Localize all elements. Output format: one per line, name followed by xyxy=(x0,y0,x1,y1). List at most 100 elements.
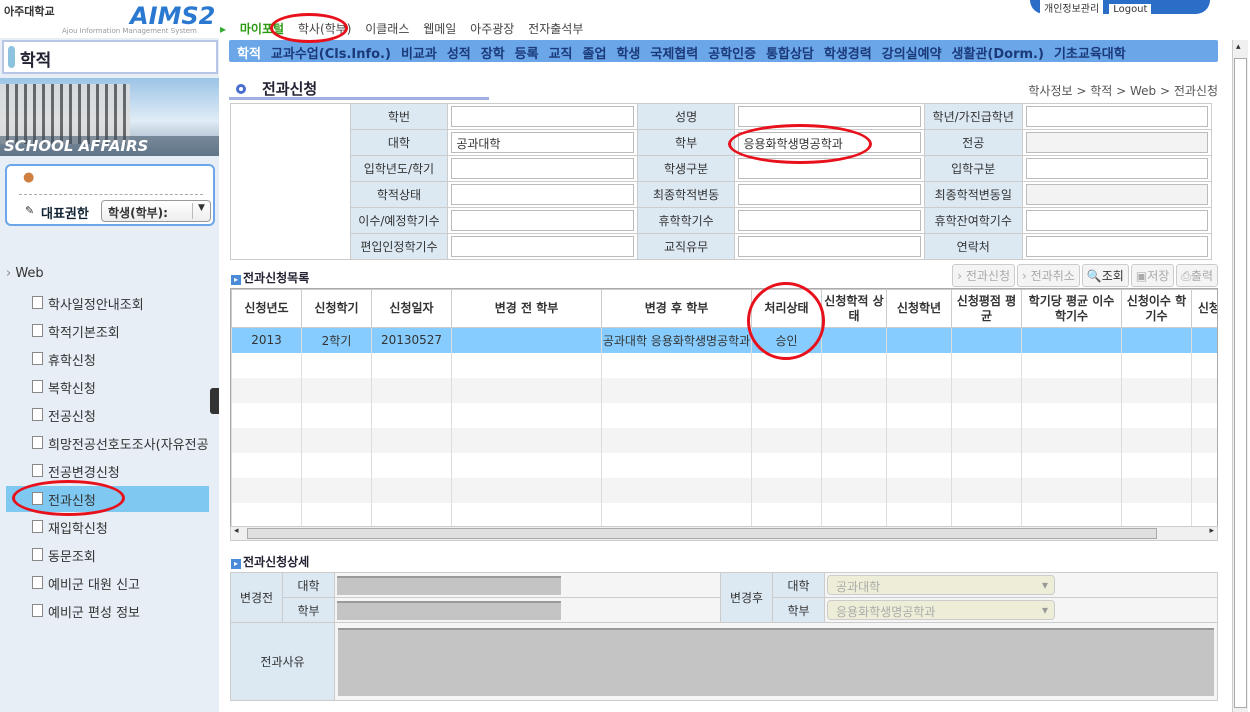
column-header[interactable]: 변경 전 학부 xyxy=(451,289,602,328)
table-row[interactable] xyxy=(231,477,1217,503)
table-cell xyxy=(951,327,1022,353)
menu-item[interactable]: 학생 xyxy=(616,47,641,62)
menu-item[interactable]: 공학인증 xyxy=(708,47,757,62)
column-header[interactable]: 학기당 평균 이수 학기수 xyxy=(1021,289,1122,328)
table-row[interactable] xyxy=(231,402,1217,428)
search-button[interactable]: 🔍조회 xyxy=(1081,264,1129,287)
menu-item[interactable]: 비교과 xyxy=(400,47,437,62)
column-header[interactable]: 신청평점 평균 xyxy=(951,289,1022,328)
info-field[interactable] xyxy=(738,158,921,179)
column-header[interactable]: 신청일자 xyxy=(371,289,452,328)
column-header[interactable]: 신청학년 xyxy=(886,289,952,328)
info-field[interactable] xyxy=(1025,132,1208,153)
table-row[interactable] xyxy=(231,352,1217,378)
menu-item[interactable]: 강의실예약 xyxy=(881,47,942,62)
sidebar-item[interactable]: 휴학신청 xyxy=(30,346,210,372)
sidebar-item[interactable]: 동문조회 xyxy=(30,542,210,568)
sidebar-item[interactable]: 전과신청 xyxy=(6,486,209,512)
info-field[interactable] xyxy=(738,184,921,205)
table-row[interactable] xyxy=(231,502,1217,528)
table-cell: 20130527 xyxy=(371,327,452,353)
vertical-scrollbar[interactable]: ▴ xyxy=(1232,40,1248,712)
column-header[interactable]: 변경 후 학부 xyxy=(601,289,752,328)
topnav-attendance[interactable]: 전자출석부 xyxy=(528,22,584,36)
aims-logo[interactable]: AIMS2 xyxy=(130,2,216,30)
table-cell: 공과대학 응용화학생명공학과 xyxy=(601,327,752,353)
school-logo[interactable]: 아주대학교 xyxy=(4,5,55,18)
table-row[interactable] xyxy=(231,377,1217,403)
menu-item[interactable]: 장학 xyxy=(480,47,505,62)
reason-textarea[interactable] xyxy=(338,627,1214,696)
menu-item[interactable]: 학적 xyxy=(237,47,261,62)
after-college-select[interactable]: 공과대학 xyxy=(827,575,1055,595)
personal-info-link[interactable]: 개인정보관리 xyxy=(1040,0,1104,15)
column-header[interactable]: 신청 학 xyxy=(1191,289,1217,328)
menu-item[interactable]: 성적 xyxy=(446,47,471,62)
sidebar-item[interactable]: 전공변경신청 xyxy=(30,458,210,484)
sidebar-item[interactable]: 재입학신청 xyxy=(30,514,210,540)
topnav-myportal[interactable]: 마이포털 xyxy=(239,22,285,36)
save-button[interactable]: ▣저장 xyxy=(1130,264,1175,287)
topnav-webmail[interactable]: 웹메일 xyxy=(423,22,457,36)
info-field[interactable] xyxy=(451,106,634,127)
horizontal-scrollbar[interactable]: ◂ ▸ xyxy=(230,526,1218,541)
apply-button[interactable]: › 전과신청 xyxy=(952,264,1016,287)
topnav-academic[interactable]: 학사(학부) xyxy=(297,22,352,36)
logout-link[interactable]: Logout xyxy=(1109,4,1152,15)
info-field[interactable]: 공과대학 xyxy=(451,132,634,153)
info-label: 교직유무 xyxy=(636,233,736,260)
sidebar-item[interactable]: 예비군 대원 신고 xyxy=(30,570,210,596)
main-menu: 학적 교과수업(Cls.Info.) 비교과 성적 장학 등록 교직 졸업 학생 국제협력 공학인증… xyxy=(229,40,1218,62)
table-cell xyxy=(1121,327,1192,353)
info-field[interactable] xyxy=(1025,236,1208,257)
column-header[interactable]: 신청학기 xyxy=(301,289,372,328)
info-field[interactable]: 응용화학생명공학과 xyxy=(738,132,921,153)
menu-item[interactable]: 생활관(Dorm.) xyxy=(951,47,1044,62)
sidebar-item[interactable]: 예비군 편성 정보 xyxy=(30,598,210,624)
menu-item[interactable]: 기초교육대학 xyxy=(1053,47,1126,62)
menu-item[interactable]: 학생경력 xyxy=(823,47,872,62)
after-dept-select[interactable]: 응용화학생명공학과 xyxy=(827,600,1055,620)
column-header[interactable]: 신청년도 xyxy=(231,289,302,328)
table-row[interactable] xyxy=(231,452,1217,478)
topnav-eclass[interactable]: 이클래스 xyxy=(365,22,410,36)
info-field[interactable] xyxy=(738,106,921,127)
sidebar-item[interactable]: 전공신청 xyxy=(30,402,210,428)
info-field[interactable] xyxy=(1025,106,1208,127)
info-field[interactable] xyxy=(738,236,921,257)
menu-item[interactable]: 통합상담 xyxy=(766,47,814,62)
info-field[interactable] xyxy=(451,184,634,205)
info-field[interactable] xyxy=(451,210,634,231)
info-field[interactable] xyxy=(1025,158,1208,179)
info-label: 학적상태 xyxy=(349,181,449,208)
table-row[interactable]: 2013 2학기 20130527 공과대학 응용화학생명공학과 승인 xyxy=(231,327,1217,353)
menu-item[interactable]: 교직 xyxy=(548,47,573,62)
tree-root-web[interactable]: › Web xyxy=(6,266,44,281)
menu-item[interactable]: 등록 xyxy=(514,47,539,62)
column-header[interactable]: 신청이수 학기수 xyxy=(1121,289,1192,328)
sidebar-item[interactable]: 학적기본조회 xyxy=(30,318,210,344)
sidebar-item[interactable]: 학사일정안내조회 xyxy=(30,290,210,316)
column-header[interactable]: 신청학적 상태 xyxy=(821,289,887,328)
info-field[interactable] xyxy=(451,236,634,257)
cancel-apply-button[interactable]: › 전과취소 xyxy=(1017,264,1080,287)
sidebar-collapse-handle[interactable] xyxy=(210,388,219,414)
info-field[interactable] xyxy=(1025,184,1208,205)
sidebar-item[interactable]: 희망전공선호도조사(자유전공 xyxy=(30,430,210,456)
info-field[interactable] xyxy=(451,158,634,179)
print-button[interactable]: ⎙출력 xyxy=(1176,264,1218,287)
info-field[interactable] xyxy=(1025,210,1208,231)
topnav-ajou-square[interactable]: 아주광장 xyxy=(470,22,515,36)
info-field[interactable] xyxy=(738,210,921,231)
column-header[interactable]: 처리상태 xyxy=(751,289,822,328)
document-icon xyxy=(32,324,43,337)
application-list-grid: 신청년도 신청학기 신청일자 변경 전 학부 변경 후 학부 처리상태 신청학적 상태 신청학… xyxy=(230,288,1218,540)
table-row[interactable] xyxy=(231,427,1217,453)
sidebar-item[interactable]: 복학신청 xyxy=(30,374,210,400)
document-icon xyxy=(32,436,43,449)
document-icon xyxy=(32,380,43,393)
role-select[interactable]: 학생(학부): ▼ xyxy=(101,200,211,222)
menu-item[interactable]: 교과수업(Cls.Info.) xyxy=(270,47,391,62)
menu-item[interactable]: 졸업 xyxy=(582,47,607,62)
menu-item[interactable]: 국제협력 xyxy=(650,47,699,62)
